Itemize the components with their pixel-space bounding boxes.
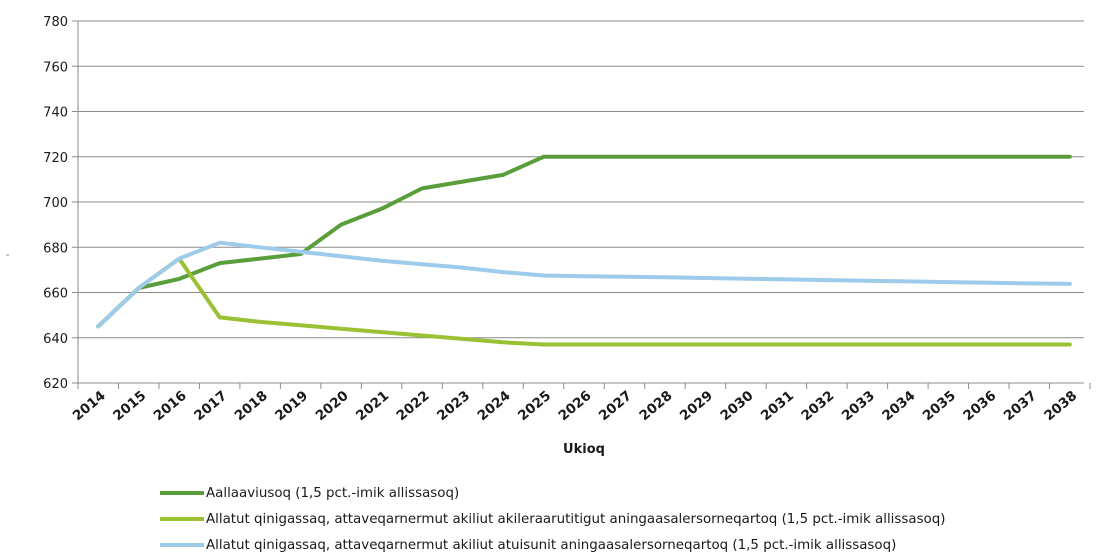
- y-axis-title-stub: -: [6, 250, 10, 261]
- x-tick-label: 2024: [475, 388, 514, 424]
- legend-label: Aallaaviusoq (1,5 pct.-imik allissasoq): [206, 485, 460, 501]
- x-tick-label: 2019: [272, 388, 311, 424]
- x-tick-label: 2014: [70, 388, 109, 424]
- x-tick-label: 2028: [636, 388, 675, 424]
- x-tick-label: 2015: [110, 388, 149, 424]
- y-tick-label: 760: [43, 60, 68, 75]
- x-tick-label: 2018: [232, 388, 271, 424]
- x-tick-label: 2038: [1041, 388, 1080, 424]
- y-tick-label: 660: [43, 287, 68, 302]
- legend-label: Allatut qinigassaq, attaveqarnermut akil…: [206, 511, 946, 527]
- x-tick-label: 2026: [556, 388, 595, 424]
- x-tick-label: 2017: [191, 388, 230, 424]
- series-line-1: [96, 154, 1072, 329]
- legend-item-3: Allatut qinigassaq, attaveqarnermut akil…: [160, 532, 945, 558]
- y-tick-label: 680: [43, 241, 68, 256]
- x-axis-title: Ukioq: [563, 442, 605, 457]
- x-tick-label: 2034: [879, 388, 918, 424]
- x-tick-label: 2027: [596, 388, 635, 424]
- legend-label: Allatut qinigassaq, attaveqarnermut akil…: [206, 537, 897, 553]
- x-tick-label: 2029: [677, 388, 716, 424]
- y-tick-label: 700: [43, 196, 68, 211]
- legend-item-1: Aallaaviusoq (1,5 pct.-imik allissasoq): [160, 480, 945, 506]
- y-tick-label: 640: [43, 332, 68, 347]
- series-line-3: [96, 240, 1072, 329]
- series-line-2: [96, 256, 1072, 347]
- x-tick-label: 2035: [920, 388, 959, 424]
- x-tick-label: 2023: [434, 388, 473, 424]
- y-tick-label: 740: [43, 106, 68, 121]
- x-tick-label: 2031: [758, 388, 797, 424]
- x-tick-label: 2021: [353, 388, 392, 424]
- legend-swatch: [160, 543, 204, 547]
- chart-legend: Aallaaviusoq (1,5 pct.-imik allissasoq) A…: [160, 480, 945, 558]
- legend-swatch: [160, 491, 204, 495]
- y-tick-label: 720: [43, 151, 68, 166]
- x-tick-label: 2033: [839, 388, 878, 424]
- x-tick-label: 2032: [798, 388, 837, 424]
- legend-item-2: Allatut qinigassaq, attaveqarnermut akil…: [160, 506, 945, 532]
- x-tick-label: 2030: [717, 388, 756, 424]
- x-tick-label: 2037: [1001, 388, 1040, 424]
- x-tick-label: 2022: [394, 388, 433, 424]
- legend-swatch: [160, 517, 204, 521]
- y-tick-label: 620: [43, 377, 68, 392]
- x-tick-label: 2016: [151, 388, 190, 424]
- x-tick-label: 2025: [515, 388, 554, 424]
- x-tick-label: 2036: [960, 388, 999, 424]
- x-tick-label: 2020: [313, 388, 352, 424]
- y-tick-label: 780: [43, 15, 68, 30]
